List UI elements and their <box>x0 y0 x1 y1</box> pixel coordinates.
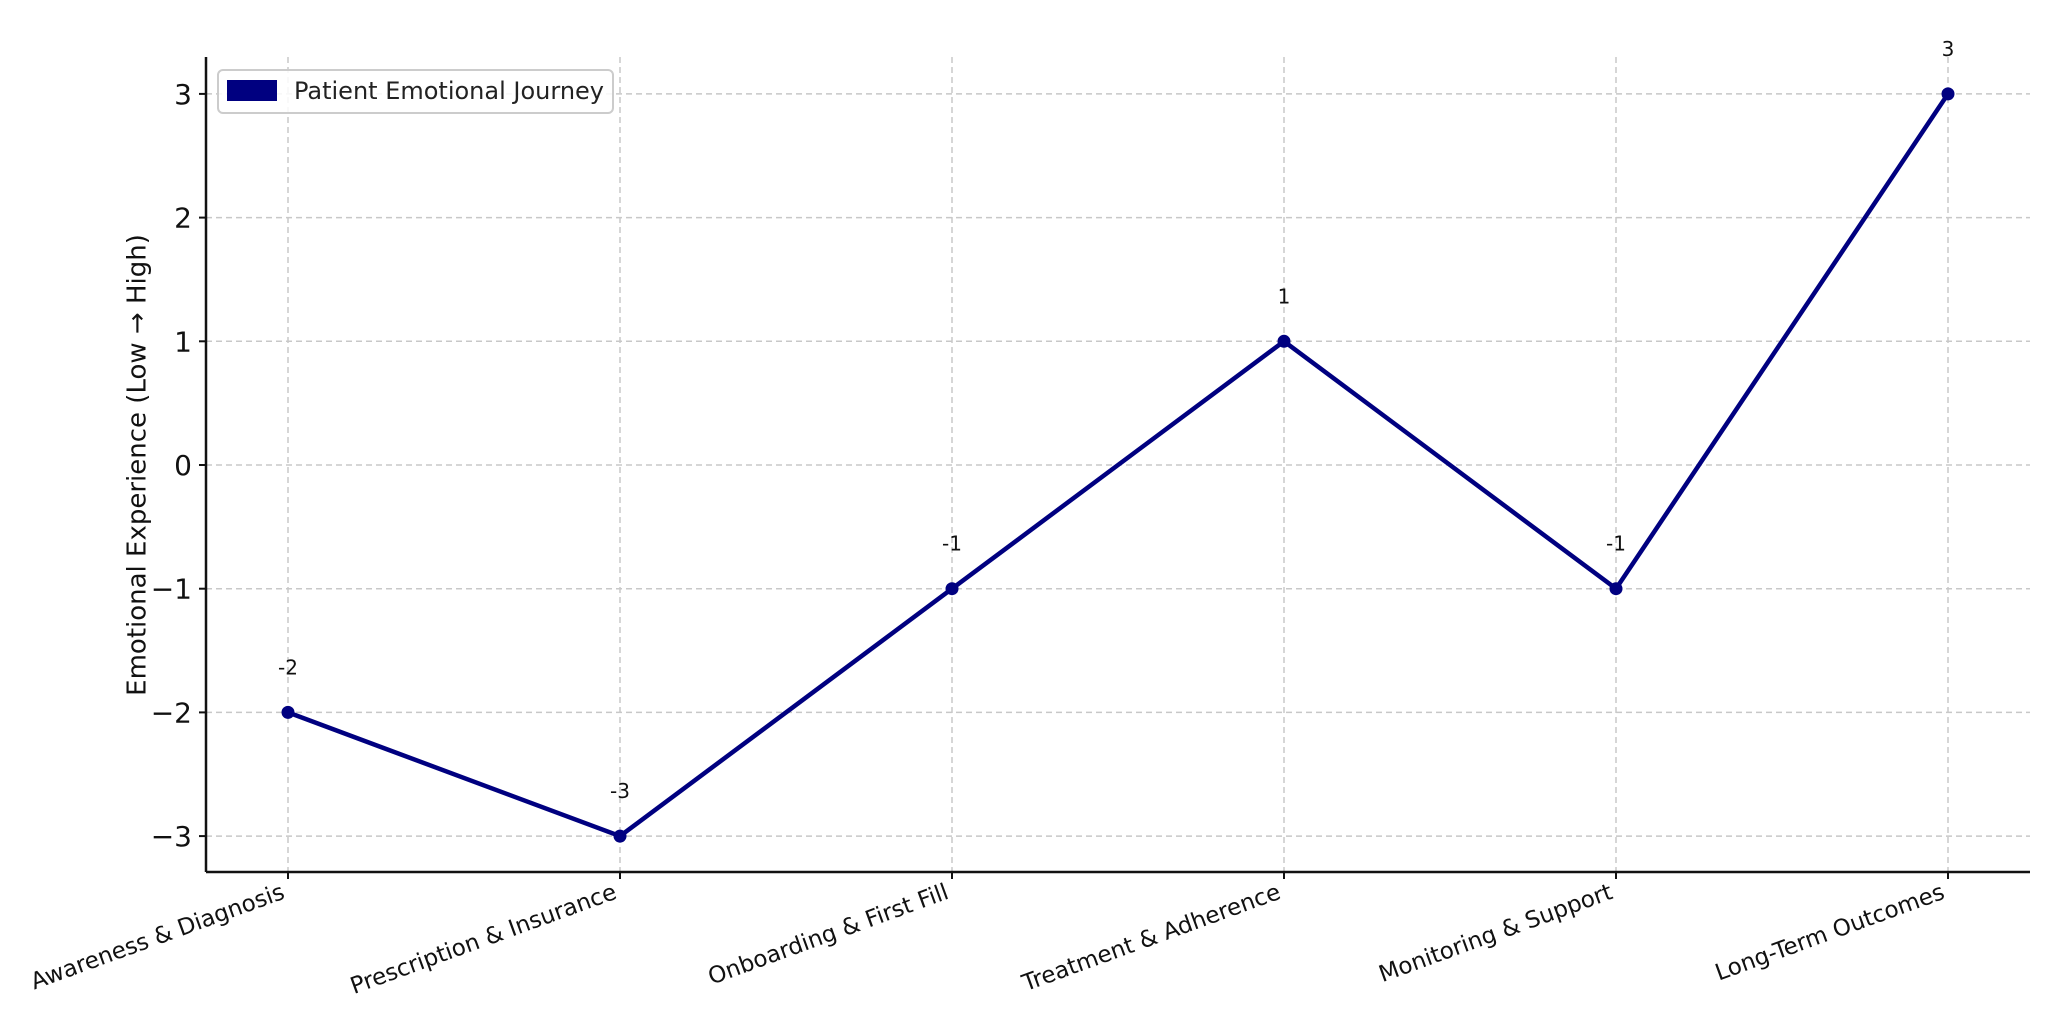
x-tick-label: Awareness & Diagnosis <box>27 879 288 995</box>
y-tick-label: −2 <box>151 696 192 729</box>
x-tick-label: Treatment & Adherence <box>1018 879 1284 997</box>
y-axis-ticks: −3 −2 −1 0 1 2 3 <box>151 78 206 853</box>
legend-swatch <box>227 80 277 101</box>
data-value-label: -2 <box>278 655 298 679</box>
legend-label: Patient Emotional Journey <box>294 77 604 105</box>
x-tick-label: Prescription & Insurance <box>347 879 620 1000</box>
y-tick-label: −1 <box>151 573 192 606</box>
y-tick-label: 3 <box>174 78 192 111</box>
x-tick-label: Long-Term Outcomes <box>1712 879 1948 986</box>
data-value-label: -1 <box>1606 532 1626 556</box>
data-value-label: 1 <box>1278 284 1291 308</box>
data-point-marker <box>1609 582 1623 596</box>
data-value-label: -1 <box>942 532 962 556</box>
y-axis-title: Emotional Experience (Low → High) <box>123 234 153 696</box>
x-tick-label: Onboarding & First Fill <box>705 879 952 990</box>
y-tick-label: −3 <box>151 820 192 853</box>
data-series <box>281 87 1955 843</box>
data-labels: -2 -3 -1 1 -1 3 <box>278 37 1954 803</box>
legend-box <box>217 69 614 114</box>
y-tick-label: 2 <box>174 202 192 235</box>
data-point-marker <box>1941 87 1955 101</box>
data-value-label: -3 <box>610 779 630 803</box>
data-point-marker <box>281 705 295 719</box>
data-point-marker <box>1277 334 1291 348</box>
data-point-marker <box>613 829 627 843</box>
x-axis-ticks: Awareness & Diagnosis Prescription & Insu… <box>27 872 1949 1000</box>
series-line <box>287 92 1950 839</box>
y-tick-label: 0 <box>174 449 192 482</box>
y-tick-label: 1 <box>174 325 192 358</box>
data-point-marker <box>945 582 959 596</box>
legend: Patient Emotional Journey <box>217 69 614 114</box>
data-value-label: 3 <box>1942 37 1955 61</box>
x-tick-label: Monitoring & Support <box>1376 879 1617 988</box>
